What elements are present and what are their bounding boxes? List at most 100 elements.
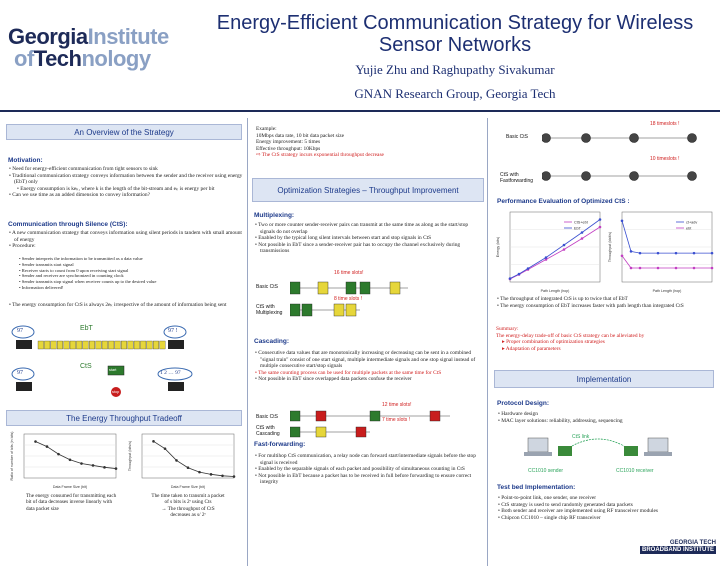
caption-line: The time taken to transmit a packet (151, 493, 225, 499)
stop-signal-dot (111, 387, 121, 397)
research-group: GNAN Research Group, Georgia Tech (354, 86, 556, 101)
bit-mark (63, 340, 70, 350)
data-point (186, 466, 190, 470)
example-line: Example: (256, 126, 277, 132)
slot-start (290, 410, 301, 422)
bitstream-bits (37, 340, 166, 350)
x-axis-label: Path Length (hop) (541, 289, 570, 293)
data-point (710, 266, 714, 270)
list-item: Chipcon CC1010 – single chip RF transcei… (497, 515, 713, 522)
bubble-97-out-text: 97 ! (168, 328, 178, 334)
sender-board-icon (558, 446, 572, 456)
list-item: Enabled by the typical long silent inter… (254, 235, 482, 242)
data-point (175, 459, 178, 462)
slot-signal (345, 303, 357, 317)
example-line: Effective throughput: 10Kbps (256, 145, 321, 152)
data-point (692, 251, 696, 255)
bit-mark (95, 340, 102, 350)
data-point (198, 470, 201, 474)
list-item: Sender transmits start signal (18, 262, 238, 268)
mux-row2-label: CtS with Multiplexing (256, 304, 283, 316)
caption-throughput: The time taken to transmit a packet of s… (138, 493, 238, 519)
bit-mark (153, 340, 159, 350)
slot-start (359, 281, 371, 295)
data-point (91, 464, 95, 467)
list-item: MAC layer solutions: reliability, addres… (497, 418, 713, 425)
bit-mark (82, 340, 89, 350)
data-point (103, 466, 106, 469)
laptop-right-icon (647, 437, 669, 453)
data-point (598, 225, 602, 229)
example-line: 10Mbps data rate, 10 bit data packet siz… (256, 132, 345, 139)
list-item: The throughput of integrated CtS is up t… (496, 296, 714, 303)
list-item: Traditional communication strategy conve… (8, 173, 244, 186)
list-item: Energy consumption is keₖ, where k is th… (8, 186, 244, 193)
x-axis-label: Data Frame Size (bit) (171, 485, 205, 489)
list-item: Receiver starts to count from 0 upon rec… (18, 268, 238, 274)
list-item: Information delivered! (18, 285, 238, 291)
column-divider-2 (487, 118, 488, 566)
list-item: Need for energy-efficient communication … (8, 166, 244, 173)
caption-line: of s bits is 2ˢ using Cts (164, 499, 212, 506)
slot-start (290, 426, 301, 438)
list-item: Procedure: (8, 243, 244, 250)
receiver-board-icon (624, 446, 638, 456)
multiplexing-list: Two or more counter sender-receiver pair… (254, 222, 482, 255)
count-text: 1 2 … 97 (160, 370, 181, 376)
testbed-sender-label: CC1010 sender (528, 468, 564, 474)
bit-mark (140, 340, 147, 350)
ff-node (687, 133, 697, 143)
list-item: Point-to-point link, one sender, one rec… (497, 495, 713, 502)
series-line (153, 440, 235, 477)
slot-signal (315, 426, 327, 438)
bit-mark (114, 340, 121, 350)
slot-stop (429, 410, 441, 422)
data-point (209, 473, 213, 476)
bit-mark (108, 340, 115, 350)
ff-node (542, 133, 551, 143)
list-item: Sender and receiver are synchronized in … (18, 273, 238, 279)
bit-mark (146, 340, 153, 350)
column-divider-1 (247, 118, 248, 566)
ff-node (581, 133, 591, 143)
georgia-tech-logo: GeorgiaInstitute ofTechnology (8, 26, 198, 76)
ff-node-group (542, 133, 697, 181)
sensor-device-cts-left (16, 382, 32, 391)
summary-item: ▸ Proper combination of optimization str… (502, 339, 605, 346)
testbed-heading: Test bed Implementation: (497, 484, 576, 491)
bit-mark (37, 340, 44, 350)
data-point (80, 462, 83, 465)
start-signal-box (107, 365, 125, 376)
data-point (674, 266, 678, 270)
casc-row1-label: Basic CtS (256, 414, 278, 420)
sensor-device-right (168, 340, 184, 349)
data-point (629, 250, 633, 253)
slot-start (290, 281, 301, 295)
y-axis-label: Throughput (bits/s) (128, 441, 132, 471)
x-axis-label: Data Frame Size (bit) (53, 485, 87, 489)
y-axis-label: Throughput (kbit/s) (608, 232, 612, 262)
cts-list: A new communication strategy that convey… (8, 230, 244, 250)
overview-banner: An Overview of the Strategy (6, 124, 242, 140)
bit-mark (44, 340, 51, 350)
slot-signal (389, 281, 401, 295)
bubble-97-text: 97 (17, 328, 23, 334)
data-point (710, 251, 714, 255)
testbed-figure: CtS link CC1010 sender CC1010 receiver (520, 432, 700, 476)
fastforward-heading: Fast-forwarding: (254, 441, 306, 448)
optimization-banner: Optimization Strategies – Throughput Imp… (252, 178, 484, 202)
testbed-list: Point-to-point link, one sender, one rec… (497, 495, 713, 521)
legend-label: EbT (574, 226, 582, 230)
summary-line: The energy-delay trade-off of basic CtS … (496, 332, 645, 339)
perf-heading: Performance Evaluation of Optimized CtS … (497, 198, 630, 205)
data-point (517, 272, 521, 276)
broadband-institute-logo: GEORGIA TECH BROADBAND INSTITUTE (640, 540, 716, 564)
list-item: Not possible in EbT since overlapped dat… (254, 376, 482, 383)
data-point (674, 251, 678, 255)
logo-word-of: of (14, 46, 34, 71)
fastforward-list: For multihop CtS communication, a relay … (254, 453, 482, 486)
mux-slots (290, 281, 408, 317)
multiplexing-heading: Multiplexing: (254, 212, 295, 219)
list-item: Not possible in EbT because a packet has… (254, 473, 482, 486)
y-axis-label: Ratio of number of bits (in bits) (10, 432, 14, 481)
